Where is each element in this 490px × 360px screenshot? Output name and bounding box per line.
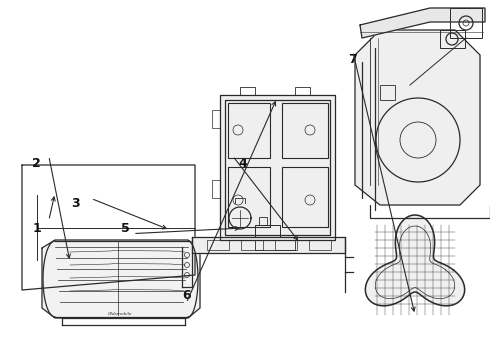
Bar	[240, 87, 255, 95]
Polygon shape	[366, 215, 465, 306]
Bar	[259, 217, 267, 225]
Bar	[450, 8, 482, 38]
Bar	[275, 240, 297, 250]
Bar	[212, 180, 220, 198]
Bar	[255, 240, 295, 250]
Bar	[228, 103, 270, 158]
Text: 1: 1	[32, 222, 41, 235]
Text: Oldsmobile: Oldsmobile	[108, 312, 132, 316]
Bar	[282, 103, 328, 158]
Text: 4: 4	[238, 157, 247, 170]
Bar	[228, 167, 270, 227]
Polygon shape	[192, 237, 345, 253]
Text: 5: 5	[121, 222, 129, 235]
Bar	[282, 167, 328, 227]
Bar	[212, 110, 220, 128]
Text: 2: 2	[32, 157, 41, 170]
Text: 3: 3	[72, 197, 80, 210]
Text: 7: 7	[348, 53, 357, 66]
Polygon shape	[220, 95, 335, 240]
Bar	[295, 87, 310, 95]
Bar	[440, 30, 465, 48]
Bar	[207, 240, 229, 250]
Polygon shape	[42, 240, 200, 318]
Polygon shape	[355, 30, 480, 205]
Bar	[309, 240, 331, 250]
Bar	[380, 85, 395, 100]
Text: 6: 6	[182, 289, 191, 302]
Polygon shape	[360, 8, 485, 38]
Bar	[241, 240, 263, 250]
Bar	[255, 225, 280, 237]
